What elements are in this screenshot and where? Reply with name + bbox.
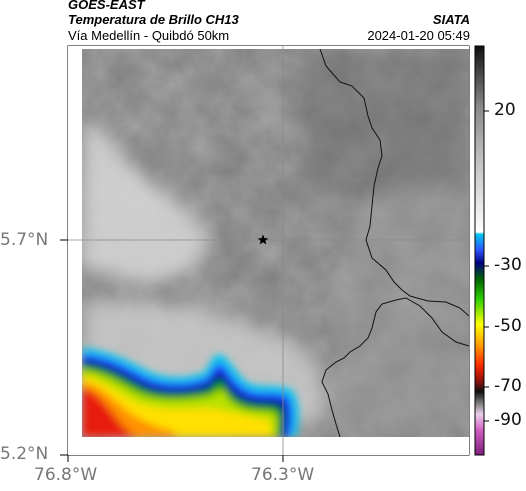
- colorbar-tick-label: -70: [494, 376, 522, 396]
- colorbar-tick-label: 20: [494, 100, 516, 120]
- lon-tick-label: 76.8°W: [34, 465, 98, 485]
- colorbar: [474, 45, 489, 456]
- datetime-label: 2024-01-20 05:49: [367, 28, 470, 43]
- star-marker-icon: [257, 234, 269, 245]
- border-line: [321, 297, 469, 438]
- colorbar-tick-label: -50: [494, 316, 522, 336]
- lon-tick-label: 76.3°W: [251, 465, 315, 485]
- region-subtitle: Vía Medellín - Quibdó 50km: [68, 28, 230, 43]
- product-title: Temperatura de Brillo CH13: [68, 12, 239, 27]
- lat-tick-label: 5.7°N: [0, 230, 49, 250]
- colorbar-tick-label: -90: [494, 410, 522, 430]
- border-line: [319, 48, 469, 317]
- agency-label: SIATA: [432, 12, 470, 27]
- satellite-title: GOES-EAST: [68, 0, 145, 12]
- lat-tick-label: 5.2°N: [0, 444, 49, 464]
- colorbar-tick-label: -30: [494, 255, 522, 275]
